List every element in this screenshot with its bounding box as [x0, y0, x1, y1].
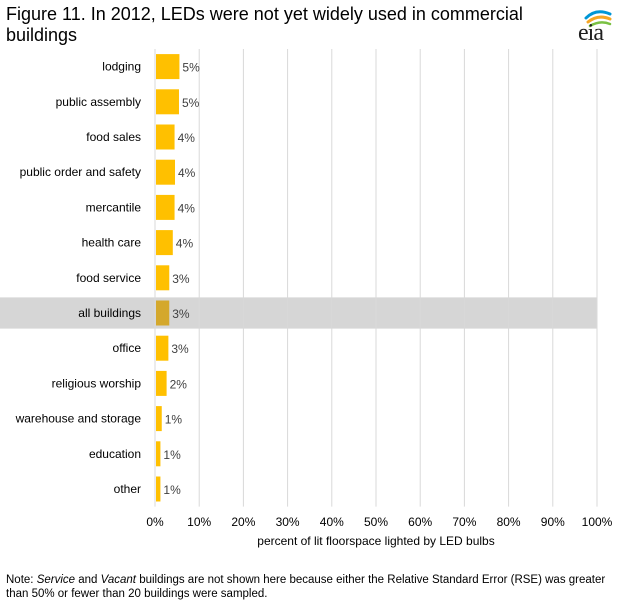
x-tick-label: 70% — [452, 515, 476, 529]
data-label: 4% — [176, 237, 194, 251]
data-label: 5% — [182, 96, 200, 110]
category-label: health care — [82, 236, 142, 250]
bar-mercantile — [156, 194, 175, 220]
category-label: warehouse and storage — [15, 412, 142, 426]
bar-food-service — [156, 265, 170, 291]
bar-all-buildings — [156, 300, 170, 326]
eia-logo: eia — [572, 6, 616, 46]
x-tick-label: 30% — [276, 515, 300, 529]
x-tick-label: 50% — [364, 515, 388, 529]
x-tick-label: 0% — [146, 515, 164, 529]
x-tick-label: 10% — [187, 515, 211, 529]
category-label: public assembly — [56, 95, 141, 109]
bar-religious-worship — [156, 370, 167, 396]
data-label: 1% — [165, 413, 183, 427]
note-and: and — [75, 574, 101, 586]
chart-title: Figure 11. In 2012, LEDs were not yet wi… — [6, 4, 523, 45]
x-tick-label: 90% — [541, 515, 565, 529]
category-label: education — [89, 447, 141, 461]
bar-public-assembly — [156, 89, 179, 115]
note-italic-service: Service — [36, 574, 76, 586]
data-label: 4% — [178, 166, 196, 180]
data-label: 2% — [170, 377, 188, 391]
note-italic-vacant: Vacant — [100, 574, 137, 586]
bar-health-care — [156, 230, 173, 256]
chart-note: Note: Service and Vacant buildings are n… — [6, 573, 616, 601]
bar-warehouse-and-storage — [156, 406, 162, 432]
category-label: food service — [76, 271, 141, 285]
note-prefix: Note: — [6, 574, 37, 586]
category-label: office — [113, 341, 142, 355]
x-tick-label: 80% — [497, 515, 521, 529]
data-label: 3% — [172, 307, 190, 321]
note-rest: buildings are not shown here because eit… — [6, 574, 606, 600]
data-label: 1% — [163, 448, 181, 462]
category-label: all buildings — [78, 306, 141, 320]
bar-chart: lodging 5% public assembly 5% food sales 4% pu… — [0, 49, 613, 548]
category-label: food sales — [86, 130, 141, 144]
x-tick-label: 100% — [582, 515, 613, 529]
bar-education — [156, 441, 161, 467]
highlight-band — [0, 297, 597, 329]
bar-other — [156, 476, 161, 502]
x-axis-label: percent of lit floorspace lighted by LED… — [257, 534, 494, 548]
data-label: 4% — [178, 201, 196, 215]
category-label: religious worship — [52, 376, 142, 390]
category-label: lodging — [102, 60, 141, 74]
category-label: mercantile — [86, 200, 142, 214]
eia-logo-text: eia — [578, 20, 604, 46]
bar-public-order-and-safety — [156, 159, 176, 185]
eia-logo-arcs-icon — [584, 10, 612, 28]
data-label: 4% — [178, 131, 196, 145]
bar-office — [156, 335, 169, 361]
x-tick-label: 20% — [231, 515, 255, 529]
x-tick-label: 60% — [408, 515, 432, 529]
bar-lodging — [156, 54, 180, 80]
data-label: 5% — [182, 61, 200, 75]
category-label: other — [114, 482, 141, 496]
data-label: 3% — [171, 342, 189, 356]
bar-food-sales — [156, 124, 175, 150]
data-label: 3% — [172, 272, 190, 286]
x-tick-label: 40% — [320, 515, 344, 529]
data-label: 1% — [163, 483, 181, 497]
category-label: public order and safety — [20, 165, 141, 179]
